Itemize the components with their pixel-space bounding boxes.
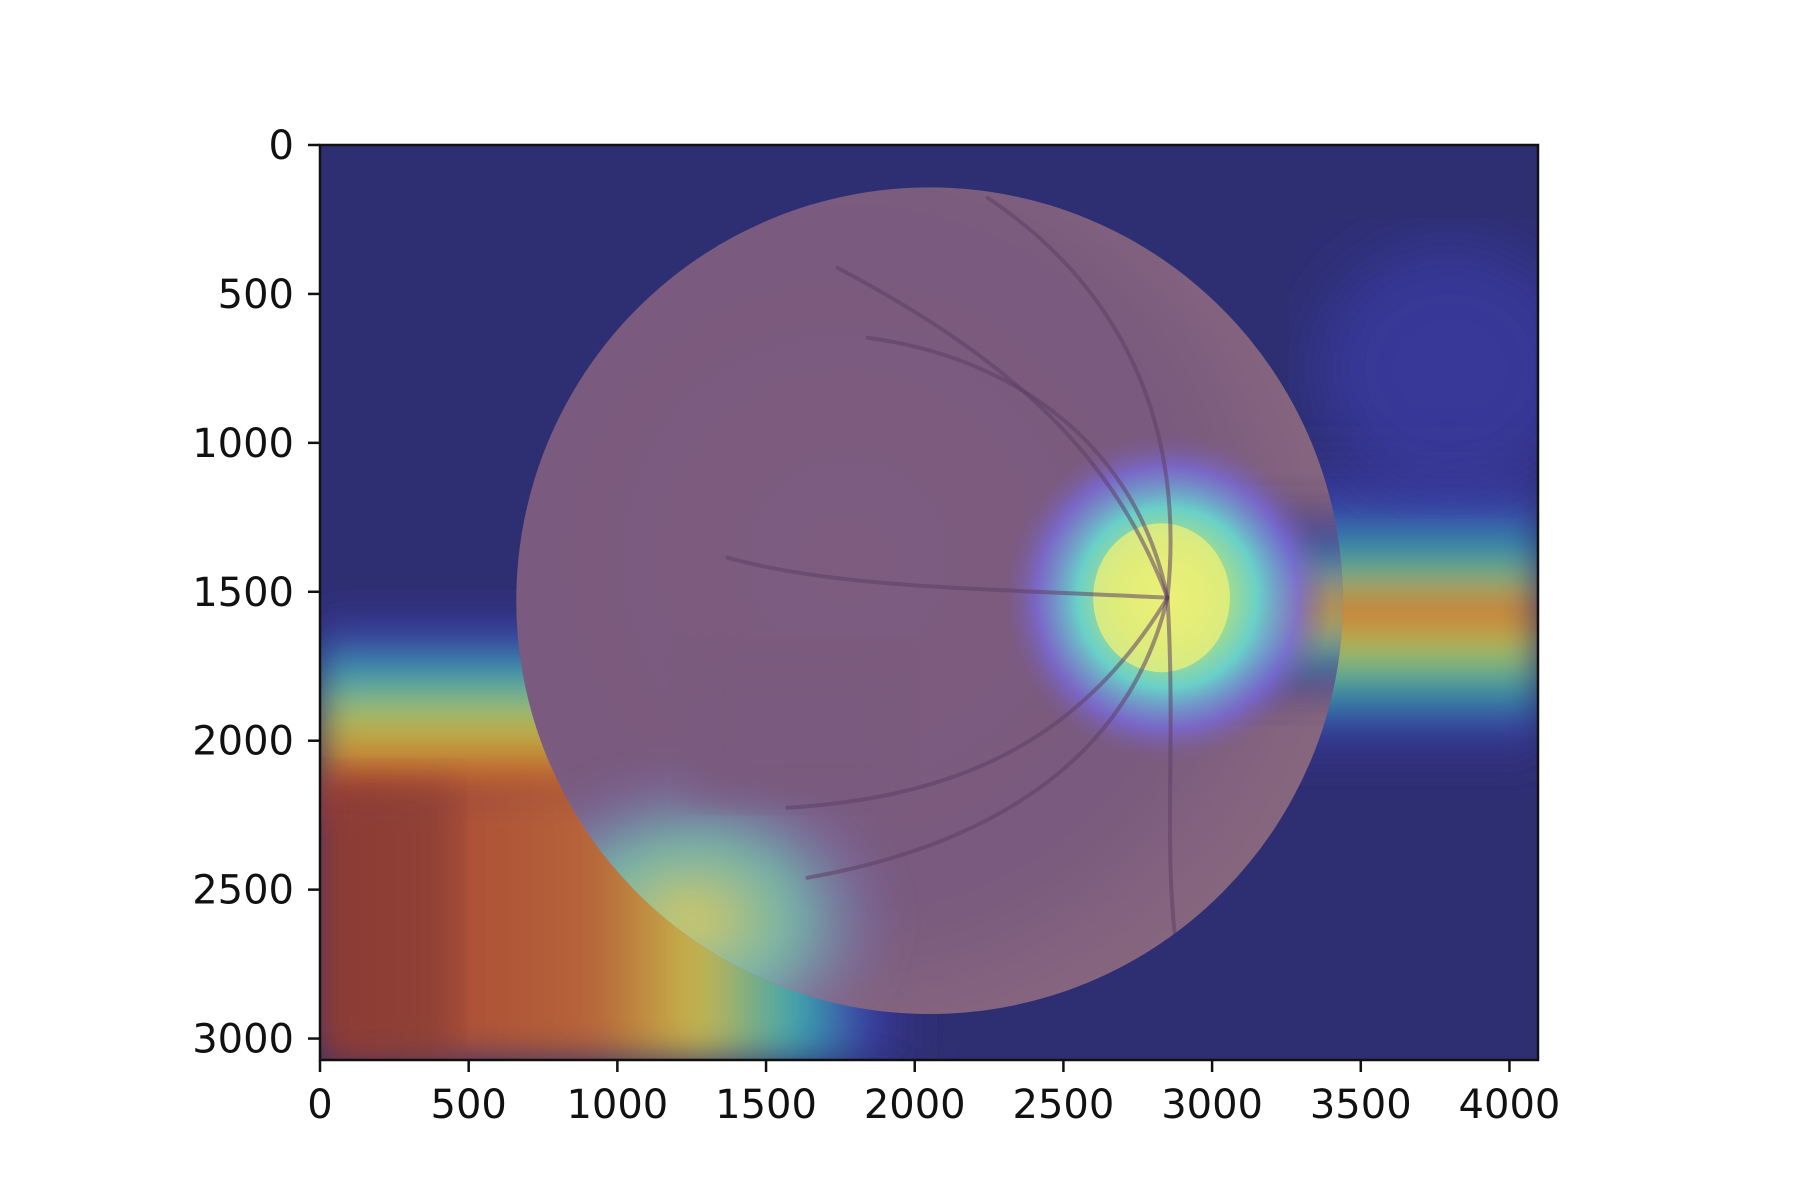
x-tick-label: 1000 (566, 1082, 668, 1128)
y-tick-label: 2500 (192, 868, 294, 914)
fundus-image (516, 187, 1343, 1015)
y-tick-label: 2000 (192, 719, 294, 765)
retinal-vessel (725, 555, 1170, 600)
hotspot-bottom-left-core (320, 785, 454, 1060)
y-axis: 0 500 1000 1500 2000 2500 3000 (192, 123, 320, 1063)
fundus-overlay (516, 195, 1343, 1015)
x-tick-label: 2500 (1013, 1082, 1115, 1128)
retinal-vessel (985, 195, 1173, 600)
y-tick-label: 3000 (192, 1017, 294, 1063)
y-tick-label: 500 (218, 272, 294, 318)
x-tick-label: 3000 (1161, 1082, 1263, 1128)
x-tick-label: 500 (431, 1082, 507, 1128)
retinal-vessel (835, 265, 1170, 600)
y-tick-label: 1500 (192, 570, 294, 616)
glow-upper-right (1316, 243, 1538, 494)
x-tick-label: 1500 (715, 1082, 817, 1128)
x-axis: 0 500 1000 1500 2000 2500 3000 3500 4000 (307, 1060, 1560, 1128)
fundus-cool-patch (691, 651, 900, 801)
retinal-vessel (785, 595, 1170, 810)
y-tick-label: 0 (269, 123, 294, 169)
x-tick-label: 0 (307, 1082, 332, 1128)
axes-frame (318, 143, 1540, 1062)
y-tick-label: 1000 (192, 421, 294, 467)
retinal-vessel (865, 335, 1170, 600)
x-tick-label: 2000 (864, 1082, 966, 1128)
x-tick-label: 4000 (1459, 1082, 1561, 1128)
x-tick-label: 3500 (1310, 1082, 1412, 1128)
retinal-vessel (805, 595, 1170, 880)
